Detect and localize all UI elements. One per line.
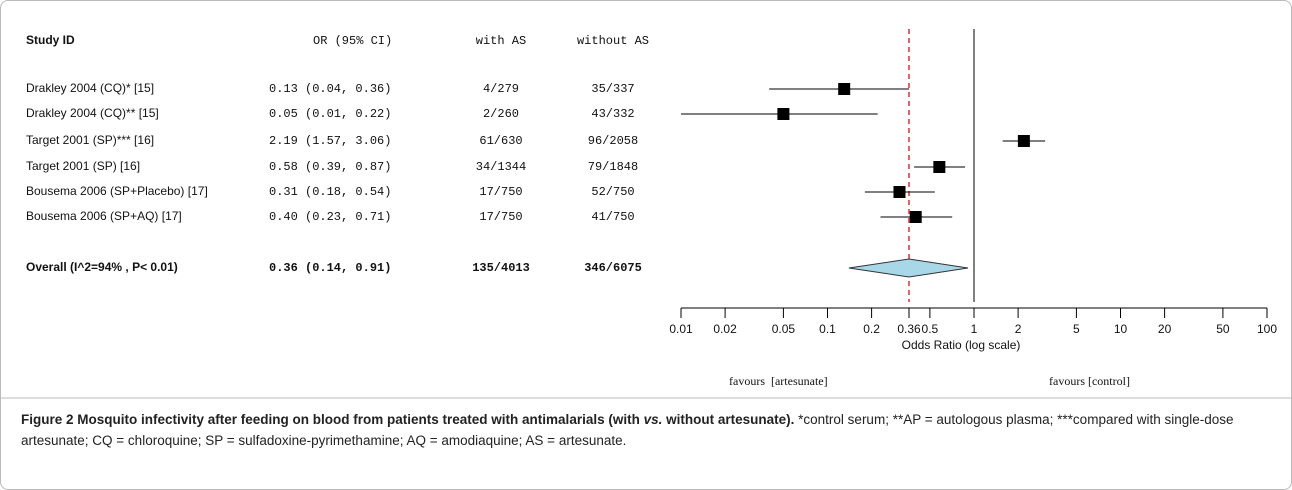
or-label: 0.58 (0.39, 0.87): [269, 160, 391, 174]
column-header: OR (95% CI): [313, 34, 392, 48]
or-label: 0.13 (0.04, 0.36): [269, 82, 391, 96]
study-label: Target 2001 (SP) [16]: [26, 159, 140, 173]
x-tick-label: 20: [1158, 322, 1172, 336]
or-label: 2.19 (1.57, 3.06): [269, 134, 391, 148]
caption-text: *control serum; **AP = autologous plasma…: [21, 412, 1234, 448]
or-label: 0.05 (0.01, 0.22): [269, 107, 391, 121]
caption-label: Figure 2: [21, 412, 74, 427]
with-as: 2/260: [483, 107, 519, 121]
caption-title-italic: vs.: [643, 412, 663, 427]
x-tick-label: 0.01: [669, 322, 693, 336]
point-estimate: [893, 186, 906, 198]
overall-label: Overall (I^2=94% , P< 0.01): [26, 260, 178, 274]
point-estimate: [933, 161, 946, 173]
point-estimate: [909, 211, 922, 223]
study-label: Drakley 2004 (CQ)** [15]: [26, 106, 159, 120]
study-label: Bousema 2006 (SP+Placebo) [17]: [26, 184, 208, 198]
x-tick-label: 5: [1073, 322, 1080, 336]
column-header: without AS: [577, 34, 649, 48]
x-tick-label: 0.2: [863, 322, 880, 336]
study-label: Target 2001 (SP)*** [16]: [26, 133, 154, 147]
study-label: Drakley 2004 (CQ)* [15]: [26, 81, 154, 95]
x-tick-label: 2: [1015, 322, 1022, 336]
annotation: favours [artesunate]: [729, 374, 828, 388]
point-estimate: [838, 83, 851, 95]
x-tick-label: 0.1: [819, 322, 836, 336]
annotation: favours [control]: [1049, 374, 1130, 388]
x-tick-label: 0.5: [922, 322, 939, 336]
with-as: 17/750: [479, 210, 522, 224]
with-as: 61/630: [479, 134, 522, 148]
x-tick-label: 100: [1257, 322, 1277, 336]
caption-title-part: without artesunate).: [662, 412, 795, 427]
x-tick-label: 1: [971, 322, 978, 336]
overall-or: 0.36 (0.14, 0.91): [269, 261, 391, 275]
without-as: 52/750: [591, 185, 634, 199]
without-as: 35/337: [591, 82, 634, 96]
caption-title: Mosquito infectivity after feeding on bl…: [77, 412, 794, 427]
overall-with: 135/4013: [472, 261, 530, 275]
x-tick-label: 0.05: [772, 322, 796, 336]
or-label: 0.40 (0.23, 0.71): [269, 210, 391, 224]
without-as: 79/1848: [588, 160, 638, 174]
column-header: Study ID: [26, 33, 75, 47]
without-as: 96/2058: [588, 134, 638, 148]
or-label: 0.31 (0.18, 0.54): [269, 185, 391, 199]
overall-diamond: [848, 258, 969, 278]
caption-title-part: Mosquito infectivity after feeding on bl…: [77, 412, 644, 427]
study-label: Bousema 2006 (SP+AQ) [17]: [26, 209, 182, 223]
x-tick-label: 0.02: [713, 322, 737, 336]
point-estimate: [1017, 135, 1030, 147]
overall-without: 346/6075: [584, 261, 642, 275]
caption: Figure 2 Mosquito infectivity after feed…: [21, 409, 1276, 451]
without-as: 43/332: [591, 107, 634, 121]
with-as: 4/279: [483, 82, 519, 96]
x-tick-label: 10: [1114, 322, 1128, 336]
x-tick-label: 0.36: [897, 322, 921, 336]
column-header: with AS: [476, 34, 526, 48]
x-axis-label: Odds Ratio (log scale): [902, 338, 1021, 352]
with-as: 17/750: [479, 185, 522, 199]
chart: Study ID OR (95% CI) with AS without AS Drak…: [1, 29, 1291, 399]
with-as: 34/1344: [476, 160, 526, 174]
without-as: 41/750: [591, 210, 634, 224]
point-estimate: [777, 108, 790, 120]
x-tick-label: 50: [1216, 322, 1230, 336]
